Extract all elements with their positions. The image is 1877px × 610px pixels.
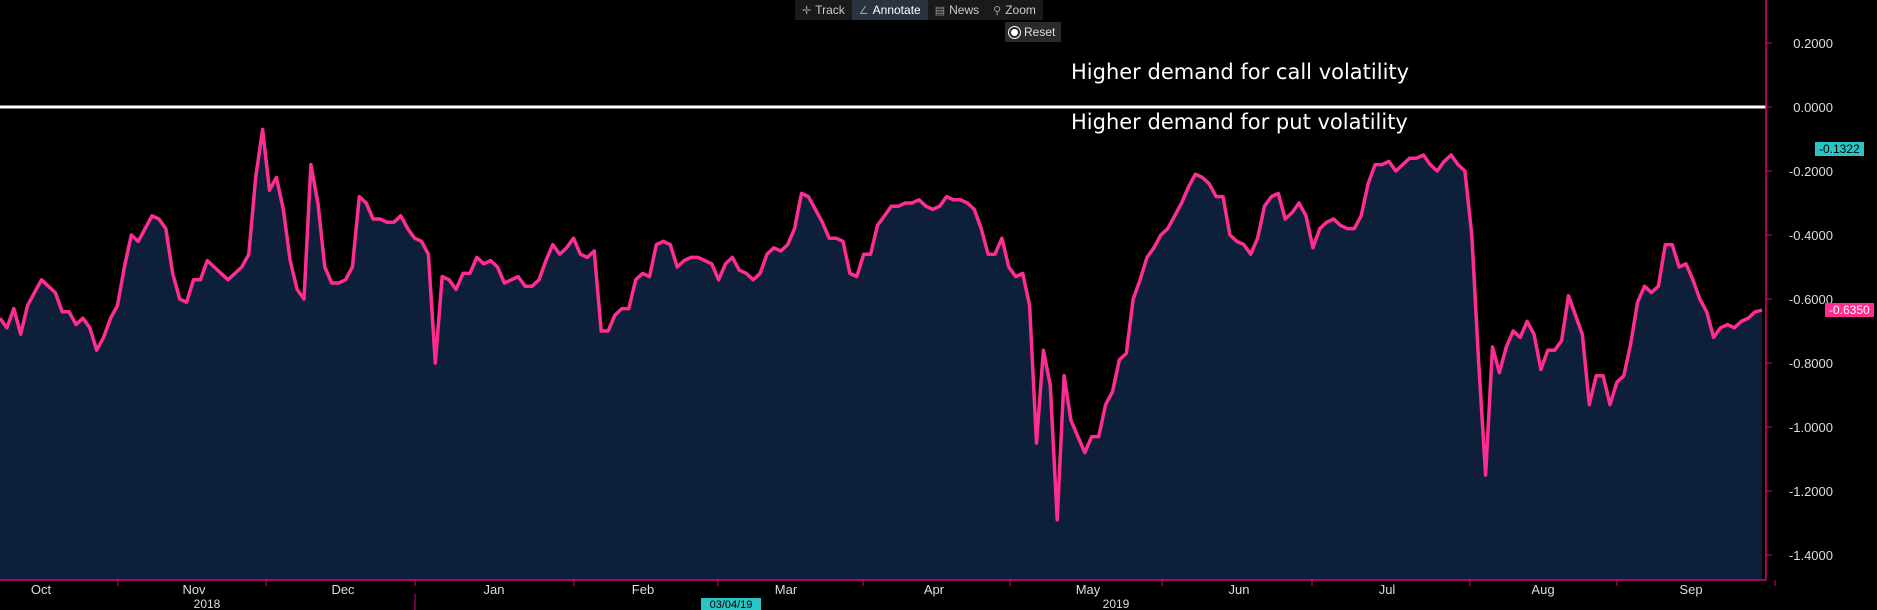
series-line bbox=[0, 127, 1763, 522]
annotate-label: Annotate bbox=[872, 3, 921, 17]
x-tick-label: Jul bbox=[1379, 582, 1396, 597]
year-label: 2019 bbox=[1103, 597, 1130, 610]
x-tick-label: Jun bbox=[1229, 582, 1250, 597]
zoom-label: Zoom bbox=[1005, 3, 1036, 17]
call-volatility-annotation: Higher demand for call volatility bbox=[1071, 60, 1410, 84]
x-tick-label: Nov bbox=[182, 582, 206, 597]
put-volatility-annotation: Higher demand for put volatility bbox=[1071, 110, 1408, 134]
news-icon: ▤ bbox=[934, 4, 946, 17]
y-tick-label: -1.0000 bbox=[1789, 420, 1833, 435]
radio-icon bbox=[1011, 28, 1018, 36]
y-tick-label: -0.2000 bbox=[1789, 164, 1833, 179]
x-tick-label: Feb bbox=[632, 582, 654, 597]
x-tick-label: Dec bbox=[331, 582, 355, 597]
cursor-date-label: 03/04/19 bbox=[710, 599, 753, 610]
reset-button[interactable]: Reset bbox=[1005, 22, 1062, 42]
y-tick-label: 0.0000 bbox=[1793, 100, 1833, 115]
y-tick-label: -0.8000 bbox=[1789, 356, 1833, 371]
zoom-button[interactable]: ⚲ Zoom bbox=[986, 0, 1043, 20]
track-button[interactable]: ✛ Track bbox=[795, 0, 852, 20]
pencil-icon: ∠ bbox=[858, 4, 869, 17]
x-tick-label: Oct bbox=[31, 582, 52, 597]
cursor-date-box bbox=[701, 598, 761, 610]
track-label: Track bbox=[815, 3, 845, 17]
x-tick-label: Apr bbox=[924, 582, 945, 597]
magnifier-icon: ⚲ bbox=[993, 4, 1002, 17]
y-tick-label: -1.2000 bbox=[1789, 484, 1833, 499]
y-tick-label: -0.4000 bbox=[1789, 228, 1833, 243]
x-tick-label: Mar bbox=[775, 582, 798, 597]
crosshair-icon: ✛ bbox=[802, 4, 812, 17]
chart-toolbar: ✛ Track ∠ Annotate ▤ News ⚲ Zoom bbox=[795, 0, 1043, 20]
news-label: News bbox=[949, 3, 980, 17]
crosshair-value-label: -0.1322 bbox=[1815, 142, 1864, 157]
x-tick-label: May bbox=[1076, 582, 1101, 597]
x-tick-label: Jan bbox=[484, 582, 505, 597]
y-tick-label: -0.6000 bbox=[1789, 292, 1833, 307]
news-button[interactable]: ▤ News bbox=[928, 0, 986, 20]
x-tick-label: Aug bbox=[1531, 582, 1554, 597]
x-tick-label: Sep bbox=[1679, 582, 1702, 597]
series-area-fill bbox=[0, 129, 1762, 580]
y-tick-label: -1.4000 bbox=[1789, 548, 1833, 563]
year-label: 2018 bbox=[194, 597, 221, 610]
annotate-button[interactable]: ∠ Annotate bbox=[851, 0, 928, 20]
last-value-label: -0.6350 bbox=[1825, 303, 1874, 318]
y-tick-label: 0.2000 bbox=[1793, 36, 1833, 51]
reset-label: Reset bbox=[1024, 25, 1056, 39]
